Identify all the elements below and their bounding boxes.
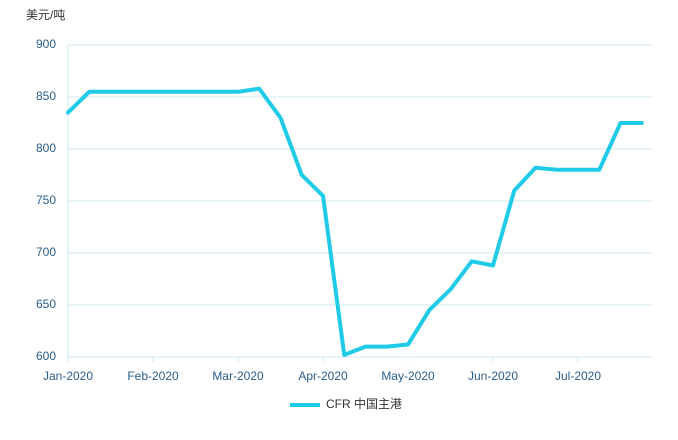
x-tick-label: May-2020 bbox=[381, 369, 435, 383]
x-tick-label: Jul-2020 bbox=[555, 369, 601, 383]
x-tick-label: Jun-2020 bbox=[468, 369, 518, 383]
x-tick-label: Apr-2020 bbox=[298, 369, 348, 383]
y-tick-label: 650 bbox=[36, 297, 56, 311]
y-tick-label: 700 bbox=[36, 245, 56, 259]
legend-label: CFR 中国主港 bbox=[326, 396, 402, 411]
y-tick-label: 750 bbox=[36, 193, 56, 207]
y-tick-label: 900 bbox=[36, 37, 56, 51]
y-tick-label: 600 bbox=[36, 349, 56, 363]
x-tick-label: Jan-2020 bbox=[43, 369, 93, 383]
y-tick-label: 850 bbox=[36, 89, 56, 103]
y-tick-label: 800 bbox=[36, 141, 56, 155]
y-axis-label: 美元/吨 bbox=[26, 8, 65, 22]
x-tick-label: Feb-2020 bbox=[127, 369, 179, 383]
data-line bbox=[66, 86, 644, 357]
x-tick-label: Mar-2020 bbox=[212, 369, 264, 383]
